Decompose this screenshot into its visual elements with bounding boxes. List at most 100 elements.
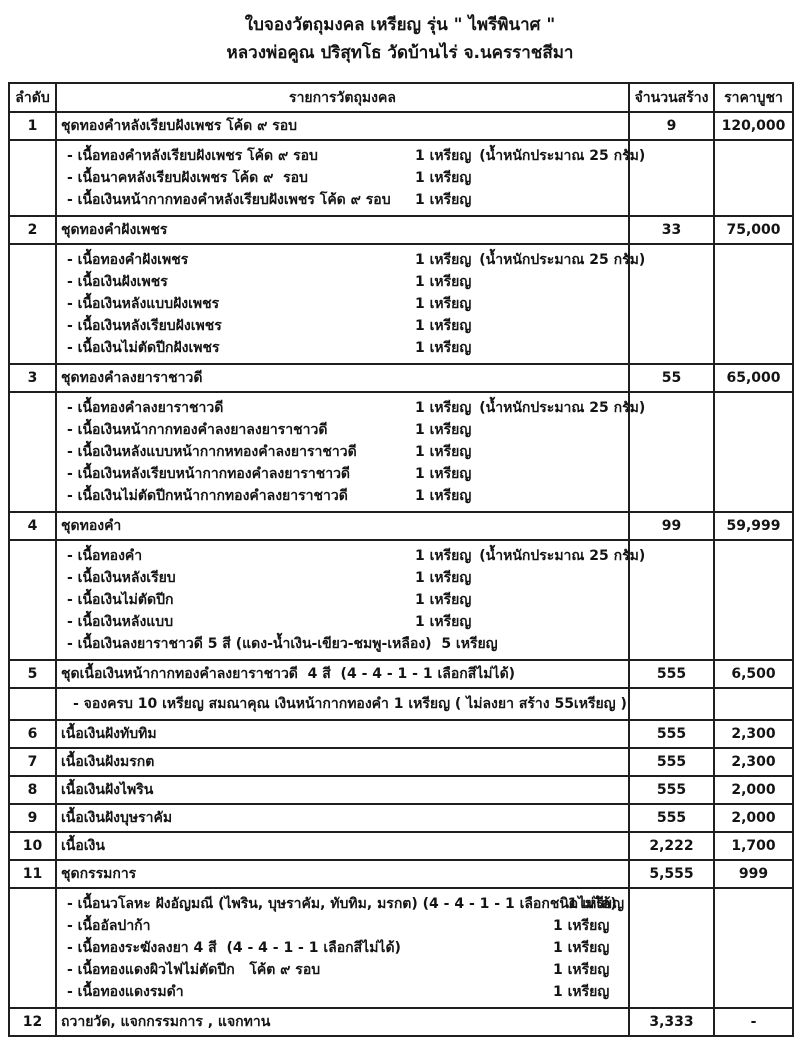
- sub-item-line: - เนื้อทองคำหลังเรียบฝังเพชร โค้ด ๙ รอบ 1…: [67, 145, 645, 167]
- row-number-cell-empty: [8, 391, 57, 513]
- row-number-cell-empty: [8, 243, 57, 365]
- sub-item-label: - จองครบ 10 เหรียญ สมณาคุณ เงินหน้ากากทอ…: [73, 696, 627, 712]
- price-cell: 120,000: [713, 111, 794, 141]
- item-name-cell: ชุดเนื้อเงินหน้ากากทองคำลงยาราชาวดี 4 สี…: [55, 659, 630, 689]
- price-cell-empty: [713, 687, 794, 721]
- page-title: ใบจองวัตถุมงคล เหรียญ รุ่น " ไพรีพินาศ ": [244, 15, 556, 35]
- item-name-cell: เนื้อเงิน: [55, 831, 630, 861]
- sub-item-quantity: 1 เหรียญ: [415, 422, 472, 438]
- sub-item-label: - เนื้อเงินฝังเพชร: [67, 274, 168, 290]
- row-number-cell: 4: [8, 511, 57, 541]
- price-cell-empty: [713, 539, 794, 661]
- sub-item-line: - เนื้อทองแดงรมดำ 1 เหรียญ: [67, 981, 624, 1003]
- sub-item-quantity: 1 เหรียญ: [553, 984, 610, 1000]
- sub-item-quantity: 1 เหรียญ: [415, 148, 472, 164]
- sub-item-line: - เนื้อเงินหลังแบบหน้ากากหทองคำลงยาราชาว…: [67, 441, 624, 463]
- sub-item-label: - เนื้อเงินหลังแบบ: [67, 614, 174, 630]
- quantity-cell-empty: [628, 887, 715, 1009]
- price-cell: 75,000: [713, 215, 794, 245]
- sub-item-quantity: 1 เหรียญ: [415, 570, 472, 586]
- item-name-cell: เนื้อเงินฝังบุษราคัม: [55, 803, 630, 833]
- price-cell: 999: [713, 859, 794, 889]
- sub-item-quantity: 1 เหรียญ: [553, 962, 610, 978]
- quantity-cell: 3,333: [628, 1007, 715, 1037]
- quantity-cell: 555: [628, 747, 715, 777]
- price-cell: 6,500: [713, 659, 794, 689]
- sub-item-line: - เนื้อเงินฝังเพชร 1 เหรียญ: [67, 271, 624, 293]
- sub-item-line: - เนื้อนาคหลังเรียบฝังเพชร โค้ด ๙ รอบ 1 เ…: [67, 167, 624, 189]
- sub-item-line: - เนื้อเงินหลังแบบฝังเพชร 1 เหรียญ: [67, 293, 624, 315]
- page-subtitle: หลวงพ่อคูณ ปริสุทโธ วัดบ้านไร่ จ.นครราชส…: [226, 43, 574, 63]
- sub-item-label: - เนื้อเงินหลังเรียบฝังเพชร: [67, 318, 222, 334]
- price-cell: 59,999: [713, 511, 794, 541]
- row-number-cell: 6: [8, 719, 57, 749]
- sub-items-cell: - เนื้อทองคำฝังเพชร 1 เหรียญ (น้ำหนักประมา…: [55, 243, 645, 365]
- item-name-cell: ถวายวัด, แจกกรรมการ , แจกทาน: [55, 1007, 630, 1037]
- sub-item-label: - เนื้อเงินลงยาราชาวดี 5 สี (แดง-น้ำเงิน…: [67, 636, 442, 652]
- quantity-cell: 2,222: [628, 831, 715, 861]
- sub-item-label: - เนื้อทองคำ: [67, 548, 143, 564]
- sub-item-label: - เนื้ออัลปาก้า: [67, 918, 151, 934]
- table-row: 3 ชุดทองคำลงยาราชาวดี 55 65,000: [8, 363, 794, 393]
- item-name-cell: เนื้อเงินฝังไพริน: [55, 775, 630, 805]
- row-number-cell: 8: [8, 775, 57, 805]
- header-row: ลำดับ รายการวัตถุมงคล จำนวนสร้าง ราคาบูชา: [8, 82, 794, 113]
- sub-item-label: - เนื้อเงินไม่ตัดปีก: [67, 592, 174, 608]
- sub-item-quantity: 1 เหรียญ: [553, 918, 610, 934]
- sub-item-quantity: 1 เหรียญ: [415, 548, 472, 564]
- sub-items-cell: - เนื้อทองคำลงยาราชาวดี 1 เหรียญ (น้ำหนักป…: [55, 391, 645, 513]
- sub-item-label: - เนื้อทองแดงรมดำ: [67, 984, 184, 1000]
- sub-items-row: - เนื้อนวโลหะ ฝังอัญมณี (ไพริน, บุษราคัม…: [8, 887, 794, 1009]
- quantity-cell-empty: [628, 139, 715, 217]
- sub-item-label: - เนื้อเงินไม่ตัดปีกหน้ากากทองคำลงยาราชา…: [67, 488, 348, 504]
- row-number-cell: 1: [8, 111, 57, 141]
- quantity-cell: 55: [628, 363, 715, 393]
- sub-item-label: - เนื้อทองคำฝังเพชร: [67, 252, 189, 268]
- row-number-cell: 11: [8, 859, 57, 889]
- sub-item-label: - เนื้อเงินหน้ากากทองคำหลังเรียบฝังเพชร …: [67, 192, 391, 208]
- sub-item-quantity: 1 เหรียญ: [567, 896, 624, 912]
- quantity-cell: 555: [628, 775, 715, 805]
- table-row: 7 เนื้อเงินฝังมรกต 555 2,300: [8, 747, 794, 777]
- sub-item-note: (น้ำหนักประมาณ 25 กรัม): [479, 548, 646, 564]
- sub-item-quantity: 1 เหรียญ: [415, 614, 472, 630]
- sub-item-quantity: 1 เหรียญ: [415, 192, 472, 208]
- sub-item-quantity: 1 เหรียญ: [415, 488, 472, 504]
- row-number-cell-empty: [8, 687, 57, 721]
- row-number-cell: 12: [8, 1007, 57, 1037]
- quantity-cell-empty: [628, 243, 715, 365]
- price-cell-empty: [713, 139, 794, 217]
- sub-item-line: - เนื้อเงินไม่ตัดปีกหน้ากากทองคำลงยาราชา…: [67, 485, 624, 507]
- sub-item-line: - เนื้อเงินหน้ากากทองคำลงยาลงยาราชาวดี 1 …: [67, 419, 624, 441]
- table-header: ลำดับ รายการวัตถุมงคล จำนวนสร้าง ราคาบูชา: [8, 82, 794, 113]
- sub-item-quantity: 1 เหรียญ: [415, 400, 472, 416]
- sub-item-label: - เนื้อเงินหลังแบบฝังเพชร: [67, 296, 220, 312]
- table-row: 9 เนื้อเงินฝังบุษราคัม 555 2,000: [8, 803, 794, 833]
- sub-item-quantity: 1 เหรียญ: [415, 170, 472, 186]
- header-cell-2: จำนวนสร้าง: [628, 82, 715, 113]
- sub-item-label: - เนื้อเงินหลังเรียบหน้ากากทองคำลงยาราชา…: [67, 466, 351, 482]
- sub-item-line: - เนื้อทองแดงผิวไฟไม่ตัดปีก โค้ต ๙ รอบ 1 …: [67, 959, 624, 981]
- sub-item-label: - เนื้อทองคำลงยาราชาวดี: [67, 400, 224, 416]
- quantity-cell: 99: [628, 511, 715, 541]
- sub-item-line: - เนื้อเงินหลังเรียบ 1 เหรียญ: [67, 567, 624, 589]
- sub-item-label: - เนื้อเงินหลังแบบหน้ากากหทองคำลงยาราชาว…: [67, 444, 357, 460]
- item-name-cell: ชุดทองคำ: [55, 511, 630, 541]
- quantity-cell-empty: [628, 539, 715, 661]
- table-row: 8 เนื้อเงินฝังไพริน 555 2,000: [8, 775, 794, 805]
- header-cell-0: ลำดับ: [8, 82, 57, 113]
- quantity-cell: 33: [628, 215, 715, 245]
- row-number-cell-empty: [8, 887, 57, 1009]
- price-cell-empty: [713, 243, 794, 365]
- sub-item-line: - เนื้อเงินลงยาราชาวดี 5 สี (แดง-น้ำเงิน…: [67, 633, 624, 655]
- price-cell: 2,000: [713, 775, 794, 805]
- sub-item-label: - เนื้อนวโลหะ ฝังอัญมณี (ไพริน, บุษราคัม…: [67, 896, 622, 912]
- sub-items-cell: - เนื้อนวโลหะ ฝังอัญมณี (ไพริน, บุษราคัม…: [55, 887, 630, 1009]
- sub-item-line: - เนื้อเงินไม่ตัดปีก 1 เหรียญ: [67, 589, 624, 611]
- sub-item-quantity: 5 เหรียญ: [441, 636, 498, 652]
- quantity-cell: 9: [628, 111, 715, 141]
- sub-items-row: - เนื้อทองคำฝังเพชร 1 เหรียญ (น้ำหนักประมา…: [8, 243, 794, 365]
- sub-item-note: (น้ำหนักประมาณ 25 กรัม): [479, 400, 646, 416]
- sub-item-note: (น้ำหนักประมาณ 25 กรัม): [479, 252, 646, 268]
- sub-items-row: - เนื้อทองคำลงยาราชาวดี 1 เหรียญ (น้ำหนักป…: [8, 391, 794, 513]
